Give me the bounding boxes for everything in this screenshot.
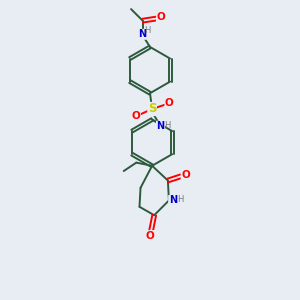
Text: H: H [144,26,151,35]
Text: O: O [131,111,140,121]
Text: O: O [157,13,165,22]
Text: O: O [181,169,190,180]
Text: N: N [138,29,146,39]
Text: S: S [148,103,156,116]
Text: O: O [146,231,154,241]
Text: N: N [157,121,165,131]
Text: H: H [177,195,183,204]
Text: H: H [164,121,171,130]
Text: O: O [165,98,174,108]
Text: N: N [169,196,177,206]
